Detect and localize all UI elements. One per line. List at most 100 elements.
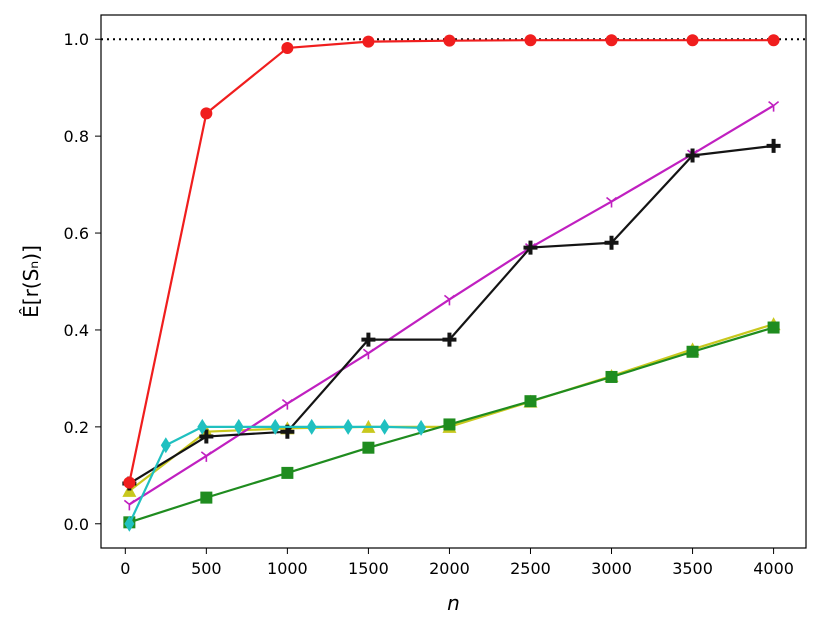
- data-point: [686, 345, 699, 358]
- circle-marker: [524, 34, 537, 47]
- circle-marker: [362, 35, 375, 48]
- diamond-marker: [233, 418, 244, 435]
- data-point: [524, 395, 537, 408]
- data-point: [605, 34, 618, 47]
- data-point: [606, 196, 618, 208]
- data-point: [123, 476, 136, 489]
- y-tick-label: 0.6: [64, 224, 89, 243]
- circle-marker: [200, 107, 213, 120]
- data-point: [443, 34, 456, 47]
- tri-down-marker: [362, 348, 374, 360]
- y-tick-label: 0.2: [64, 418, 89, 437]
- circle-marker: [281, 41, 294, 54]
- data-point: [379, 418, 390, 435]
- square-marker: [362, 441, 375, 454]
- tri-down-marker: [768, 100, 780, 112]
- diamond-marker: [379, 418, 390, 435]
- data-point: [767, 321, 780, 334]
- data-point: [124, 515, 135, 532]
- data-point: [281, 398, 293, 410]
- data-point: [123, 499, 135, 511]
- plot-area: [101, 34, 806, 532]
- circle-marker: [686, 34, 699, 47]
- circle-marker: [123, 476, 136, 489]
- y-tick-label: 0.8: [64, 127, 89, 146]
- y-axis-label: Ê[r(Sₙ)]: [19, 245, 43, 318]
- x-tick-label: 1500: [348, 559, 389, 578]
- data-point: [281, 41, 294, 54]
- series-line: [128, 104, 775, 506]
- data-point: [768, 100, 780, 112]
- diamond-marker: [160, 437, 171, 454]
- data-point: [524, 34, 537, 47]
- diamond-marker: [416, 419, 427, 436]
- tri-down-marker: [281, 398, 293, 410]
- diamond-marker: [306, 418, 317, 435]
- data-point: [199, 429, 214, 444]
- data-point: [200, 491, 213, 504]
- data-point: [605, 370, 618, 383]
- square-marker: [686, 345, 699, 358]
- plus-marker: [442, 332, 457, 347]
- series-line: [128, 144, 774, 485]
- x-tick-label: 4000: [753, 559, 794, 578]
- series-6: [123, 34, 780, 489]
- series-1: [122, 317, 781, 497]
- square-marker: [524, 395, 537, 408]
- y-tick-label: 1.0: [64, 30, 89, 49]
- data-point: [306, 418, 317, 435]
- tri-down-marker: [123, 499, 135, 511]
- x-tick-label: 0: [120, 559, 130, 578]
- circle-marker: [605, 34, 618, 47]
- data-point: [361, 332, 376, 347]
- data-point: [767, 34, 780, 47]
- data-point: [362, 348, 374, 360]
- plus-marker: [604, 235, 619, 250]
- data-point: [686, 34, 699, 47]
- x-tick-label: 1000: [267, 559, 308, 578]
- x-tick-label: 3000: [591, 559, 632, 578]
- x-tick-label: 3500: [672, 559, 713, 578]
- diamond-marker: [124, 515, 135, 532]
- x-tick-label: 500: [191, 559, 222, 578]
- x-axis-label: n: [447, 591, 460, 615]
- data-point: [362, 441, 375, 454]
- circle-marker: [443, 34, 456, 47]
- data-point: [362, 35, 375, 48]
- data-point: [233, 418, 244, 435]
- plus-marker: [199, 429, 214, 444]
- y-tick-label: 0.0: [64, 515, 89, 534]
- data-point: [416, 419, 427, 436]
- data-point: [604, 235, 619, 250]
- diamond-marker: [197, 418, 208, 435]
- data-point: [442, 332, 457, 347]
- y-axis: 0.0 0.2 0.4 0.6 0.8 1.0: [64, 30, 101, 534]
- series-4: [122, 138, 781, 491]
- plus-marker: [523, 240, 538, 255]
- square-marker: [200, 491, 213, 504]
- y-tick-label: 0.4: [64, 321, 89, 340]
- data-point: [443, 294, 455, 306]
- diamond-marker: [343, 418, 354, 435]
- square-marker: [443, 418, 456, 431]
- data-point: [281, 466, 294, 479]
- data-point: [443, 418, 456, 431]
- data-point: [523, 240, 538, 255]
- series-line: [128, 323, 774, 492]
- circle-marker: [767, 34, 780, 47]
- square-marker: [281, 466, 294, 479]
- plus-marker: [766, 138, 781, 153]
- tri-down-marker: [606, 196, 618, 208]
- series-5: [124, 418, 427, 532]
- data-point: [160, 437, 171, 454]
- diamond-marker: [270, 418, 281, 435]
- square-marker: [605, 370, 618, 383]
- plus-marker: [361, 332, 376, 347]
- data-point: [343, 418, 354, 435]
- plus-marker: [685, 148, 700, 163]
- data-point: [766, 138, 781, 153]
- data-point: [270, 418, 281, 435]
- data-point: [685, 148, 700, 163]
- series-line: [128, 39, 774, 483]
- square-marker: [767, 321, 780, 334]
